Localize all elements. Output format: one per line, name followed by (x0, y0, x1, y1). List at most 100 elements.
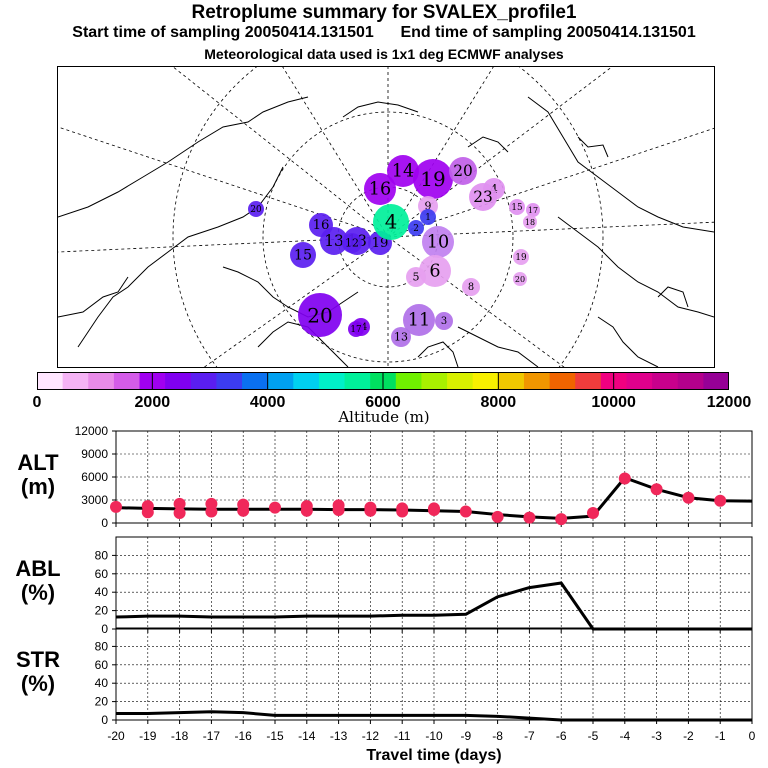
panel-2: 0 20 40 60 80 (95, 627, 753, 727)
colorbar-swatch (318, 372, 346, 390)
panel-label-bottom: (%) (20, 671, 56, 696)
plume-marker (406, 267, 426, 287)
plume-marker (413, 159, 453, 199)
end-time: End time of sampling 20050414.131501 (400, 24, 696, 41)
colorbar-swatch (190, 372, 217, 390)
x-tick-label: -2 (683, 729, 694, 743)
y-tick-label: 60 (95, 658, 109, 672)
colorbar-swatch (216, 372, 243, 390)
plume-marker (422, 226, 454, 258)
y-tick-label: 60 (95, 567, 109, 581)
x-tick-label: -11 (394, 729, 411, 743)
sampling-times: Start time of sampling 20050414.131501 E… (0, 24, 768, 42)
plume-marker-label: 8 (468, 282, 474, 293)
plume-marker (342, 233, 362, 253)
plume-marker (513, 272, 527, 286)
x-tick-label: -7 (524, 729, 535, 743)
plume-marker (523, 215, 537, 229)
plume-marker-label: 17 (350, 325, 361, 335)
y-tick-label: 9000 (81, 447, 108, 461)
panel-1: 0 20 40 60 80 (95, 536, 753, 636)
data-point (459, 505, 472, 518)
x-tick-label: -10 (425, 729, 443, 743)
colorbar-swatch (703, 372, 729, 390)
plume-marker-label: 17 (528, 206, 538, 215)
data-point (396, 502, 409, 515)
plume-marker-label: 16 (369, 180, 391, 200)
plume-marker-label: 6 (429, 262, 440, 282)
colorbar-swatch (37, 372, 64, 390)
panel-label: STR (%) (8, 648, 68, 696)
data-point (428, 502, 440, 515)
x-tick-label: -1 (715, 729, 726, 743)
panel-label-top: STR (16, 647, 60, 672)
x-tick-label: 0 (749, 729, 756, 743)
colorbar-swatch (498, 372, 525, 390)
plume-marker (449, 157, 477, 185)
start-time: Start time of sampling 20050414.131501 (72, 24, 374, 41)
plume-marker (513, 249, 529, 265)
plume-marker-label: 19 (420, 167, 445, 191)
y-tick-label: 80 (95, 639, 109, 653)
data-point (173, 507, 186, 520)
plume-marker (391, 327, 411, 347)
colorbar-swatch (447, 372, 474, 390)
lat-circle (262, 111, 514, 363)
colorbar-swatch (626, 372, 653, 390)
x-tick-label: -18 (171, 729, 189, 743)
colorbar-swatch (472, 372, 499, 390)
plume-marker-label: 18 (525, 218, 535, 227)
colorbar-swatch (395, 372, 422, 390)
panel-label-bottom: (m) (20, 474, 56, 499)
plume-marker-label: 12 (345, 237, 359, 250)
data-point (523, 511, 536, 524)
colorbar-swatch (113, 372, 141, 390)
panel-label: ABL (%) (8, 557, 68, 605)
plume-marker-label: 9 (425, 200, 432, 213)
colorbar-swatch (652, 372, 679, 390)
x-tick-label: -17 (203, 729, 221, 743)
colorbar-swatch (62, 372, 89, 390)
y-tick-label: 12000 (75, 424, 109, 438)
plume-marker (435, 312, 453, 330)
time-series-panels: 030006000900012000020406080020406080-20-… (75, 424, 756, 764)
x-tick-label: -8 (492, 729, 503, 743)
plume-marker (420, 209, 436, 225)
colorbar-label: Altitude (m) (338, 408, 430, 426)
panel-label: ALT (m) (8, 451, 68, 499)
data-point (491, 510, 504, 523)
colorbar-swatch (677, 372, 704, 390)
plume-marker (509, 199, 525, 215)
plume-marker (348, 321, 364, 337)
data-point (173, 497, 186, 510)
x-tick-label: -9 (460, 729, 471, 743)
colorbar-tick-label: 0 (32, 394, 42, 411)
colorbar-swatch (88, 372, 115, 390)
x-tick-label: -3 (651, 729, 662, 743)
plume-marker (419, 255, 451, 287)
x-tick-label: -14 (298, 729, 316, 743)
data-point (332, 499, 345, 512)
colorbar-tick-label: 10000 (591, 394, 636, 411)
plume-marker (248, 201, 264, 217)
x-axis-label: Travel time (days) (366, 747, 501, 764)
plume-marker-label: 11 (408, 311, 430, 331)
colorbar-swatch (523, 372, 551, 390)
colorbar-tick-label: 12000 (706, 394, 752, 411)
plume-marker (320, 227, 348, 255)
plume-marker-label: 13 (394, 331, 408, 344)
x-tick-label: -15 (266, 729, 284, 743)
data-point (618, 472, 631, 485)
plume-marker-label: 20 (307, 304, 332, 328)
series-line (115, 581, 752, 631)
plume-marker-label: 1 (425, 213, 431, 223)
plume-marker-label: 14 (392, 162, 414, 182)
x-tick-label: -12 (362, 729, 380, 743)
x-tick-label: -20 (107, 729, 125, 743)
plume-marker (526, 203, 540, 217)
altitude-colorbar (37, 372, 729, 390)
plume-marker-label: 10 (427, 233, 449, 253)
plume-marker-label: 23 (473, 188, 493, 206)
plume-marker (469, 183, 497, 211)
plume-marker-label: 2 (413, 224, 419, 234)
